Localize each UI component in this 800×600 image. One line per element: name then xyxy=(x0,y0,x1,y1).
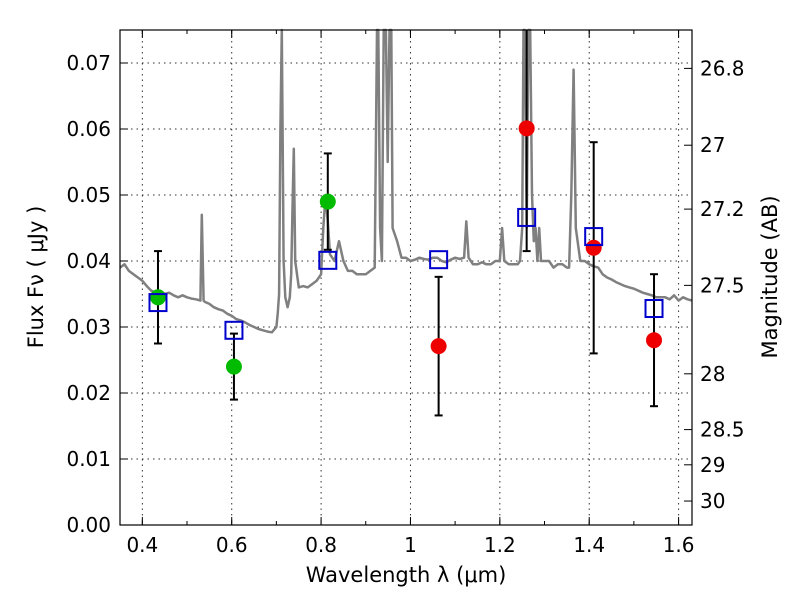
y2-tick-labels: 26.8 27 27.2 27.5 28 28.5 29 30 xyxy=(700,56,745,513)
plot-frame xyxy=(119,29,693,526)
y2-tick-label: 29 xyxy=(700,453,725,477)
y-tick-label: 0.06 xyxy=(66,117,111,141)
y-tick-label: 0.04 xyxy=(66,249,111,273)
y2-tick-label: 27 xyxy=(700,133,725,157)
y2-tick-label: 27.5 xyxy=(700,273,745,297)
blue-square-marker xyxy=(429,250,449,270)
y-axis-title: Flux Fν ( μJy ) xyxy=(24,206,48,349)
x-tick-label: 1.6 xyxy=(663,533,695,557)
y2-tick-label: 26.8 xyxy=(700,56,745,80)
y2-tick-label: 28 xyxy=(700,362,725,386)
blue-square-marker xyxy=(517,207,537,227)
green-point-marker xyxy=(149,289,166,306)
x-tick-label: 1.2 xyxy=(484,533,516,557)
y2-axis-title: Magnitude (AB) xyxy=(758,195,782,358)
y-tick-label: 0.02 xyxy=(66,381,111,405)
blue-square-marker xyxy=(584,227,604,247)
x-tick-label: 0.8 xyxy=(305,533,337,557)
y2-tick-label: 30 xyxy=(700,489,725,513)
x-tick-labels: 0.4 0.6 0.8 1 1.2 1.4 1.6 xyxy=(126,533,694,557)
blue-square-marker xyxy=(148,293,168,313)
y2-tick-label: 27.2 xyxy=(700,197,745,221)
blue-square-marker xyxy=(224,320,244,340)
errorbar-layer xyxy=(153,30,659,417)
y-tick-label: 0.00 xyxy=(66,513,111,537)
red-point-marker xyxy=(430,338,447,355)
spectrum-layer xyxy=(119,28,693,334)
red-point-marker xyxy=(518,120,535,137)
x-axis-title: Wavelength λ (μm) xyxy=(306,563,507,587)
y-tick-label: 0.05 xyxy=(66,183,111,207)
green-point-marker xyxy=(225,358,242,375)
red-point-marker xyxy=(646,332,663,349)
x-tick-label: 1 xyxy=(404,533,417,557)
y-tick-label: 0.03 xyxy=(66,315,111,339)
blue-square-marker xyxy=(644,299,664,319)
x-tick-label: 0.6 xyxy=(216,533,248,557)
y-tick-labels: 0.00 0.01 0.02 0.03 0.04 0.05 0.06 0.07 xyxy=(66,51,111,537)
blue-square-marker xyxy=(318,250,338,270)
spectrum-line xyxy=(119,28,693,334)
x-tick-label: 0.4 xyxy=(126,533,158,557)
marker-layer xyxy=(148,120,664,375)
y-tick-label: 0.07 xyxy=(66,51,111,75)
red-point-marker xyxy=(585,239,602,256)
y-tick-label: 0.01 xyxy=(66,447,111,471)
grid-lines xyxy=(120,30,692,526)
green-point-marker xyxy=(319,193,336,210)
x-tick-label: 1.4 xyxy=(573,533,605,557)
axis-ticks xyxy=(120,30,692,526)
y2-tick-label: 28.5 xyxy=(700,418,745,442)
